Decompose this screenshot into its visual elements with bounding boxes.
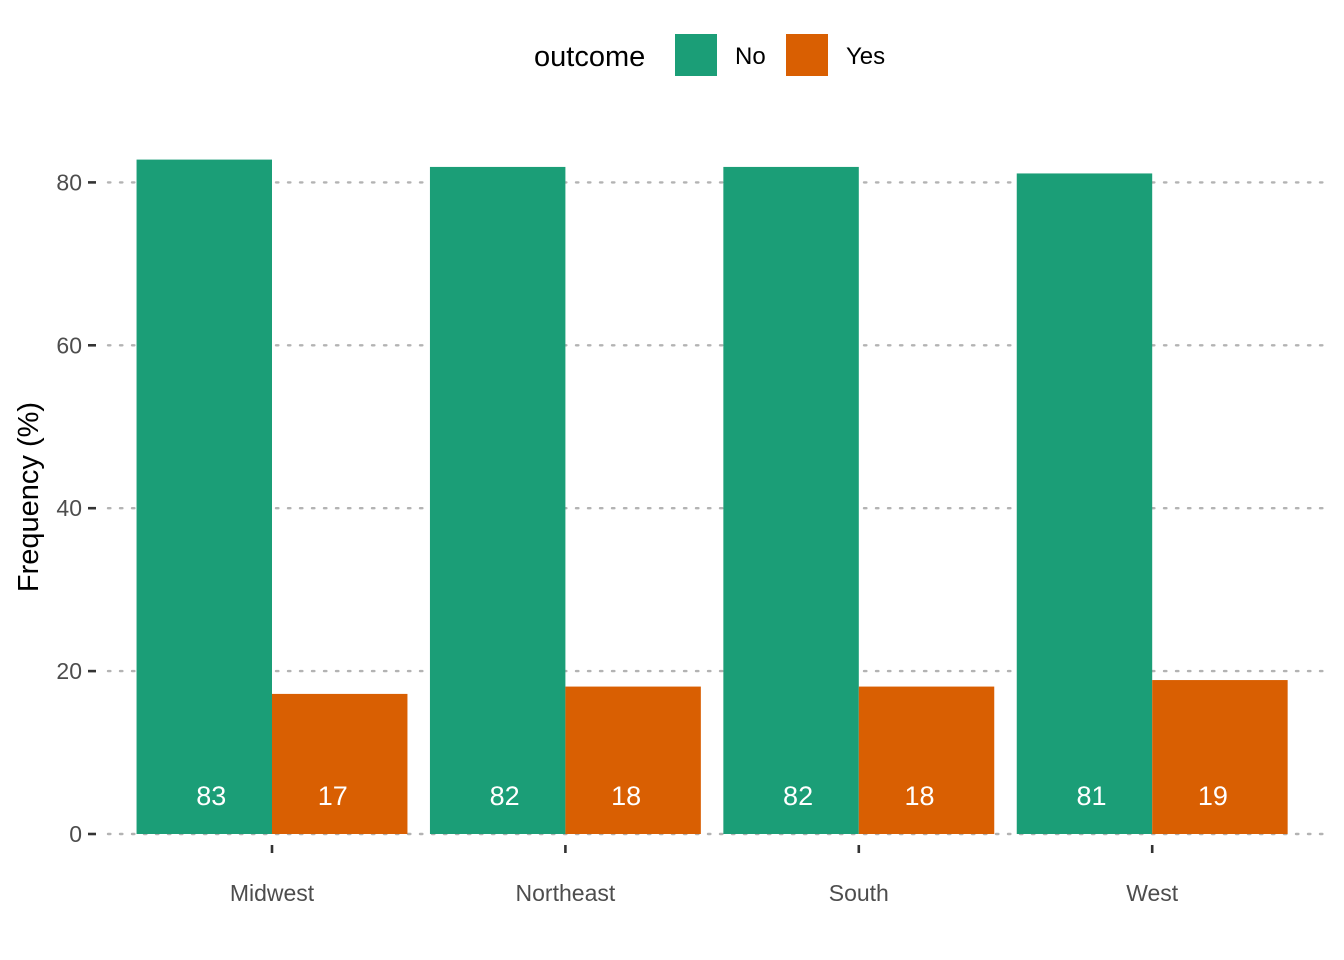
- bar-northeast-yes: [565, 686, 701, 834]
- y-tick-label-80: 80: [56, 169, 82, 195]
- x-tick-label-midwest: Midwest: [230, 880, 315, 906]
- x-axis: Midwest Northeast South West: [230, 845, 1179, 906]
- x-tick-label-northeast: Northeast: [516, 880, 616, 906]
- legend-label-no: No: [735, 43, 766, 70]
- bar-west-yes: [1152, 680, 1288, 834]
- y-tick-label-0: 0: [69, 821, 82, 847]
- bar-label-midwest-no: 83: [196, 781, 226, 811]
- bar-label-northeast-no: 82: [490, 781, 520, 811]
- x-tick-label-west: West: [1126, 880, 1179, 906]
- bar-label-midwest-yes: 17: [318, 781, 348, 811]
- y-tick-label-20: 20: [56, 658, 82, 684]
- legend: outcome No Yes: [534, 34, 885, 76]
- bar-midwest-yes: [272, 693, 408, 834]
- bar-south-yes: [858, 686, 995, 834]
- y-tick-label-40: 40: [56, 495, 82, 521]
- y-axis: 0 20 40 60 80: [56, 169, 96, 847]
- bar-south-no: [723, 166, 859, 834]
- legend-title: outcome: [534, 41, 645, 73]
- x-tick-label-south: South: [829, 880, 889, 906]
- bar-northeast-no: [429, 166, 566, 834]
- bar-midwest-no: [136, 159, 272, 834]
- y-axis-title: Frequency (%): [13, 402, 45, 592]
- bars: [136, 159, 1288, 835]
- legend-label-yes: Yes: [846, 43, 885, 70]
- y-tick-label-60: 60: [56, 332, 82, 358]
- legend-swatch-yes: [786, 34, 828, 76]
- bar-labels: 83 17 82 18 82 18 81 19: [196, 781, 1228, 811]
- bar-label-northeast-yes: 18: [611, 781, 641, 811]
- bar-label-west-no: 81: [1076, 781, 1106, 811]
- legend-swatch-no: [675, 34, 717, 76]
- bar-label-south-no: 82: [783, 781, 813, 811]
- bar-west-no: [1016, 173, 1153, 835]
- bar-label-south-yes: 18: [905, 781, 935, 811]
- bar-label-west-yes: 19: [1198, 781, 1228, 811]
